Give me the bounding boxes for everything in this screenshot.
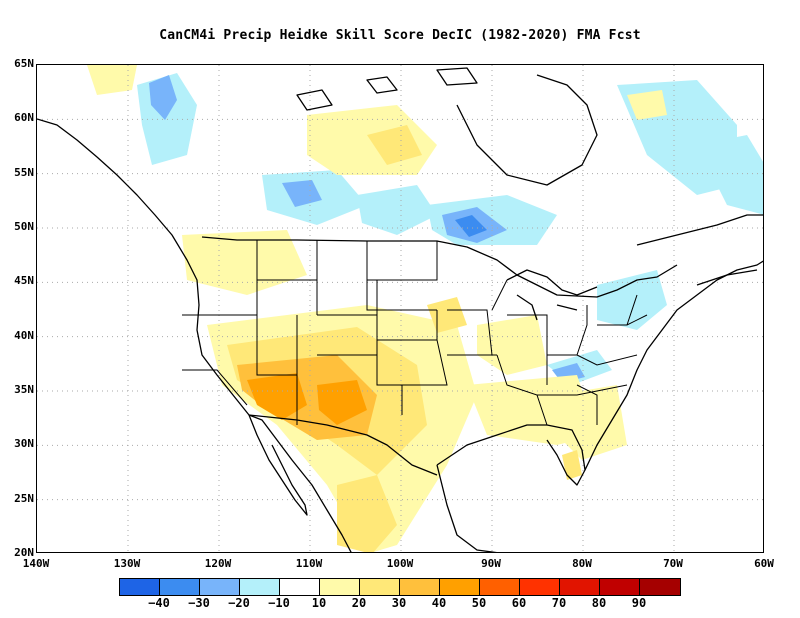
colorbar-label-7: 40 [431,596,447,610]
lon-label-60w: 60W [754,557,774,570]
lat-label-40n: 40N [14,328,34,342]
skill-score-map [37,65,763,552]
colorbar-label-11: 80 [591,596,607,610]
st-lawrence-newfoundland [636,214,763,286]
lat-label-30n: 30N [14,437,34,451]
colorbar-swatch-11 [560,579,600,595]
arctic-islands-1 [366,76,398,94]
colorbar-label-5: 20 [351,596,367,610]
skill-shading-layer [87,65,763,552]
colorbar-swatch-13 [640,579,680,595]
lat-label-60n: 60N [14,111,34,125]
lon-label-100w: 100W [386,557,414,570]
shade-positive-southeast [557,385,627,460]
shade-negative-northeast [597,270,667,330]
colorbar [119,578,681,596]
central-states [366,241,508,386]
lat-label-45n: 45N [14,274,34,288]
shade-positive-midwest [477,315,547,375]
colorbar-swatch-2 [200,579,240,595]
colorbar-label-12: 90 [631,596,647,610]
map-plot-area [36,64,764,553]
colorbar-swatch-9 [480,579,520,595]
eastern-states [496,294,648,426]
colorbar-swatch-1 [160,579,200,595]
state-border-layer [182,240,648,426]
shade-negative-bc-core [282,180,322,207]
shade-negative-prairies [357,185,437,235]
lon-label-80w: 80W [572,557,592,570]
west-states [182,240,403,425]
coastline-layer [37,67,763,552]
shade-positive-nunavut-core [367,125,422,165]
colorbar-swatch-8 [440,579,480,595]
shade-positive-arizona-peak [247,373,307,420]
shade-positive-texas-peak [317,380,367,425]
lon-label-120w: 120W [204,557,232,570]
us-mexico-border [248,414,438,476]
colorbar-label-10: 70 [551,596,567,610]
lon-label-70w: 70W [663,557,683,570]
colorbar-swatch-7 [400,579,440,595]
colorbar-swatch-3 [240,579,280,595]
baja-california [248,414,308,516]
colorbar-label-3: −10 [268,596,290,610]
arctic-islands-3 [436,67,478,86]
lat-label-35n: 35N [14,383,34,396]
atlantic-coast [584,260,763,471]
shade-positive-florida [562,450,582,480]
colorbar-label-2: −20 [228,596,250,610]
lon-label-90w: 90W [481,557,501,570]
arctic-islands-2 [296,89,333,111]
colorbar-swatch-10 [520,579,560,595]
shade-positive-labrador-sea [627,90,667,120]
shade-positive-mexico [337,475,397,552]
pacific-coast [37,118,352,552]
colorbar-label-1: −30 [188,596,210,610]
colorbar-label-9: 60 [511,596,527,610]
shade-negative-yukon-core [149,75,177,120]
lat-label-25n: 25N [14,491,34,505]
colorbar-label-0: −40 [148,596,170,610]
lat-label-55n: 55N [14,165,34,179]
colorbar-swatch-0 [120,579,160,595]
shade-negative-labrador [697,135,763,215]
map-title: CanCM4i Precip Heidke Skill Score DecIC … [159,28,641,43]
lon-label-140w: 140W [22,557,50,570]
shade-negative-ontario-peak [455,215,487,237]
colorbar-label-6: 30 [391,596,407,610]
colorbar-swatch-12 [600,579,640,595]
colorbar-swatch-6 [360,579,400,595]
gulf-of-mexico-coast [436,424,586,552]
hudson-bay [456,74,598,186]
lat-label-20n: 20N [14,546,34,559]
lat-label-65n: 65N [14,57,34,70]
colorbar-swatch-5 [320,579,360,595]
us-canada-border [201,236,678,298]
shade-positive-pacific-nw [182,230,307,295]
colorbar-label-8: 50 [471,596,487,610]
shade-positive-arctic-west [87,65,137,95]
lon-label-130w: 130W [113,557,141,570]
colorbar-swatch-4 [280,579,320,595]
colorbar-label-4: 10 [311,596,327,610]
lon-label-110w: 110W [295,557,323,570]
lat-label-50n: 50N [14,220,34,233]
